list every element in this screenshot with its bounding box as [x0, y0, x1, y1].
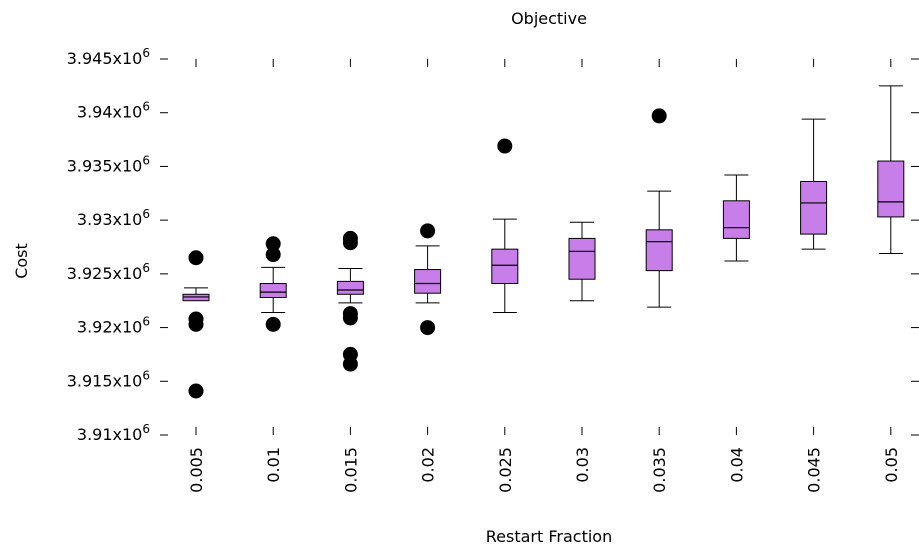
outlier-point: [265, 247, 281, 263]
y-tick-label: 3.91x106: [77, 422, 150, 444]
x-tick-label: 0.045: [805, 447, 824, 493]
outlier-point: [342, 356, 358, 372]
box: [336, 280, 364, 295]
x-tick-label: 0.015: [341, 447, 360, 493]
x-tick-label: 0.01: [264, 447, 283, 483]
outlier-point: [265, 236, 281, 252]
y-tick-label: 3.935x106: [67, 153, 150, 175]
box: [722, 200, 750, 239]
x-tick-label: 0.005: [187, 447, 206, 493]
outlier-point: [342, 235, 358, 251]
y-tick-label: 3.925x106: [67, 261, 150, 283]
x-tick-label: 0.02: [419, 447, 438, 483]
outlier-point: [420, 223, 436, 239]
outlier-point: [188, 250, 204, 266]
plot-area: 3.91x106 3.915x106 3.92x106 3.925x106 3.93x1…: [67, 46, 919, 493]
box: [645, 229, 673, 272]
y-tick-label: 3.93x106: [77, 207, 150, 229]
outlier-point: [342, 310, 358, 326]
x-tick-label: 0.03: [573, 447, 592, 483]
outlier-point: [651, 108, 667, 124]
y-tick-label: 3.92x106: [77, 315, 150, 337]
outlier-point: [188, 316, 204, 332]
y-axis-label: Cost: [12, 243, 31, 279]
box: [877, 160, 905, 218]
y-tick-label: 3.94x106: [77, 100, 150, 122]
box: [491, 248, 519, 285]
y-tick-label: 3.945x106: [67, 46, 150, 68]
x-tick-label: 0.04: [727, 447, 746, 483]
chart-title: Objective: [511, 9, 587, 28]
x-axis-label: Restart Fraction: [486, 527, 612, 546]
box: [259, 283, 287, 298]
outlier-point: [420, 320, 436, 336]
outlier-point: [265, 316, 281, 332]
box: [800, 180, 828, 235]
y-tick-label: 3.915x106: [67, 368, 150, 390]
outlier-point: [188, 383, 204, 399]
box: [414, 269, 442, 294]
x-tick-label: 0.025: [496, 447, 515, 493]
x-tick-label: 0.05: [882, 447, 901, 483]
x-tick-label: 0.035: [650, 447, 669, 493]
outlier-point: [497, 138, 513, 154]
box: [568, 237, 596, 280]
